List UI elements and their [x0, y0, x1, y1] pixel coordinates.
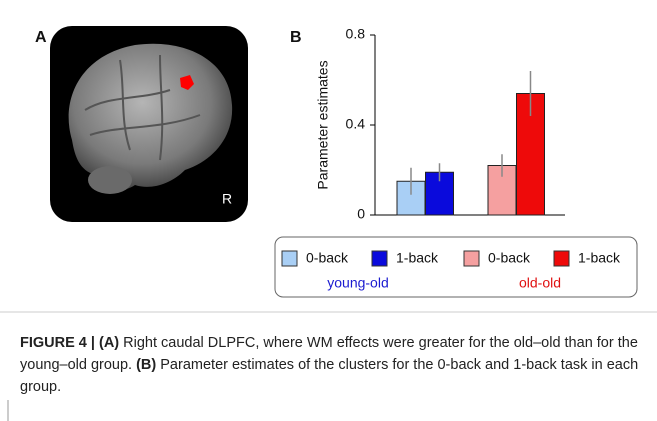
caption: FIGURE 4 | (A) Right caudal DLPFC, where…: [20, 332, 640, 398]
legend-swatch: [464, 251, 479, 266]
page: A B R Parameter estimates 0 0.4 0.8 0-back 1…: [0, 0, 657, 421]
image-label: R: [222, 191, 232, 207]
y-tick-label: 0.4: [346, 116, 366, 132]
y-tick-label: 0.8: [346, 26, 366, 42]
caption-text: FIGURE 4 | (A): [20, 335, 119, 351]
caption-text: (B): [136, 357, 156, 373]
legend-label: 1-back: [578, 250, 621, 266]
legend-swatch: [554, 251, 569, 266]
group-label: young-old: [327, 275, 389, 291]
legend-swatch: [282, 251, 297, 266]
legend-label: 0-back: [306, 250, 349, 266]
panel-label: B: [290, 29, 302, 46]
legend-swatch: [372, 251, 387, 266]
legend-label: 1-back: [396, 250, 439, 266]
group-label: old-old: [519, 275, 561, 291]
brain-image: [50, 26, 248, 222]
panel-label: A: [35, 29, 47, 46]
legend-label: 0-back: [488, 250, 531, 266]
y-axis-label: Parameter estimates: [315, 60, 331, 189]
y-tick-label: 0: [357, 206, 365, 222]
